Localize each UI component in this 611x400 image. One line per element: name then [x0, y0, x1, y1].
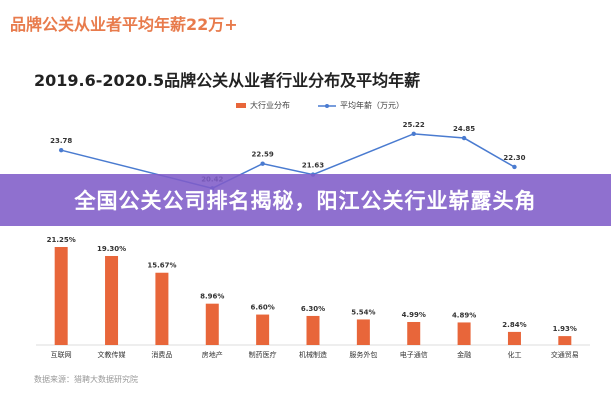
salary-point [461, 135, 467, 141]
chart-title: 2019.6-2020.5品牌公关从业者行业分布及平均年薪 [34, 71, 420, 90]
bar [205, 303, 219, 345]
salary-value-label: 25.22 [403, 121, 425, 129]
bar-value-label: 8.96% [200, 293, 224, 301]
legend-bar-label: 大行业分布 [250, 100, 290, 110]
bar-value-label: 21.25% [47, 236, 76, 244]
bar [155, 272, 169, 345]
bar [256, 314, 270, 345]
x-tick-label: 文教传媒 [98, 350, 126, 359]
salary-point [411, 131, 416, 137]
bar-value-label: 6.60% [250, 304, 274, 312]
bar [457, 322, 471, 345]
x-tick-label: 金融 [457, 350, 471, 359]
legend: 大行业分布 平均年薪（万元） [236, 100, 404, 110]
salary-value-label: 22.59 [252, 151, 274, 159]
bar-value-label: 6.30% [301, 305, 325, 313]
bar-value-label: 15.67% [147, 262, 176, 270]
salary-value-label: 24.85 [453, 125, 475, 133]
page-title: 品牌公关从业者平均年薪22万+ [10, 15, 238, 34]
x-tick-label: 互联网 [51, 350, 72, 359]
bar [356, 319, 370, 345]
x-tick-label: 化工 [507, 350, 521, 359]
bar [507, 331, 521, 345]
bar-value-label: 2.84% [502, 321, 526, 329]
salary-value-label: 22.30 [503, 154, 525, 162]
salary-value-label: 23.78 [50, 137, 72, 145]
bar [105, 255, 119, 345]
x-tick-label: 服务外包 [349, 350, 377, 359]
bar-value-label: 4.89% [452, 311, 476, 319]
salary-point [260, 161, 265, 166]
x-tick-label: 制药医疗 [249, 350, 277, 359]
salary-value-label: 21.63 [302, 162, 324, 170]
x-tick-label: 机械制造 [299, 350, 327, 359]
legend-line-marker [325, 104, 329, 108]
x-tick-label: 电子通信 [400, 350, 428, 359]
x-tick-label: 房地产 [202, 350, 223, 359]
salary-point [512, 164, 517, 170]
x-tick-label: 交通贸易 [551, 350, 579, 359]
source-note: 数据来源：猎聘大数据研究院 [34, 374, 138, 384]
x-tick-label: 消费品 [151, 350, 172, 359]
legend-bar-swatch [236, 103, 246, 108]
bar-value-label: 19.30% [97, 245, 126, 253]
bar-value-label: 5.54% [351, 308, 375, 316]
bar [558, 336, 572, 345]
bar-value-label: 4.99% [402, 311, 426, 319]
salary-point [58, 147, 64, 153]
bar [306, 315, 320, 345]
legend-line-label: 平均年薪（万元） [340, 100, 404, 110]
headline-banner: 全国公关公司排名揭秘，阳江公关行业崭露头角 [0, 174, 611, 226]
bar [407, 321, 421, 345]
bar-value-label: 1.93% [553, 325, 577, 333]
bar [54, 247, 68, 345]
